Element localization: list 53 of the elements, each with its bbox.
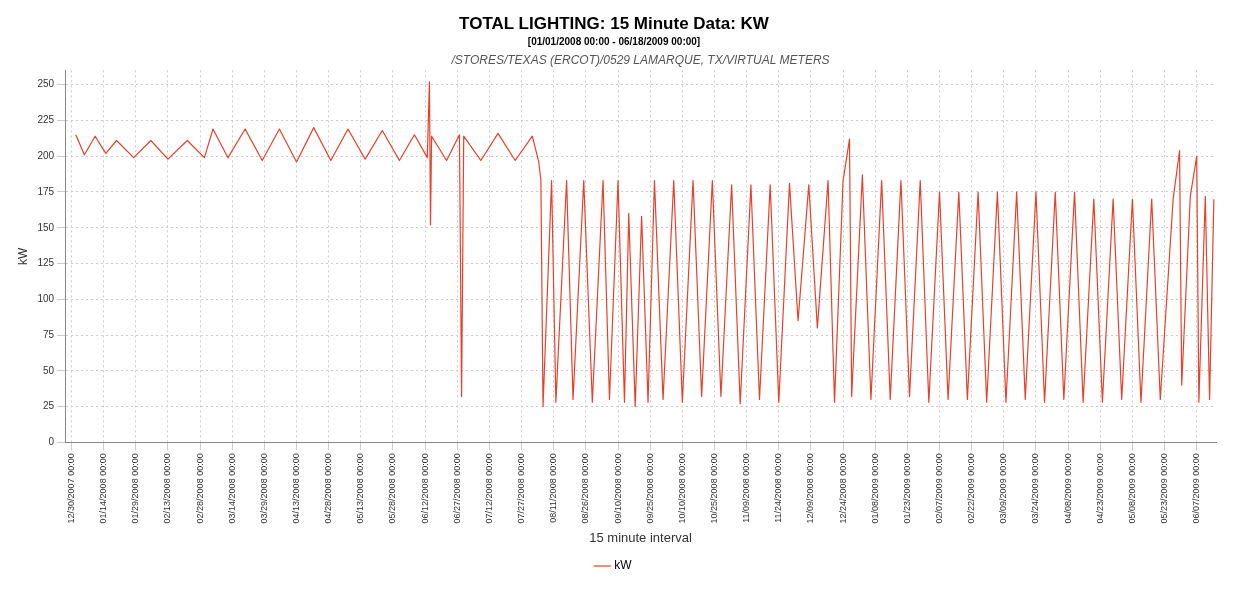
text: /STORES/TEXAS (ERCOT)/0529 LAMARQUE, TX/VIRTUAL METERS: [450, 52, 830, 67]
y-tick-label: 50: [42, 364, 55, 376]
y-tick-label: 0: [48, 436, 55, 448]
y-tick-label: 250: [37, 78, 55, 90]
x-tick-label: 07/27/2008 00:00: [516, 453, 527, 524]
x-tick-label: 05/13/2008 00:00: [355, 453, 366, 524]
x-tick-label: 04/23/2009 00:00: [1094, 453, 1105, 524]
x-tick-label: 06/12/2008 00:00: [419, 453, 430, 524]
x-tick-label: 12/24/2008 00:00: [837, 453, 848, 524]
x-tick-label: 01/14/2008 00:00: [98, 453, 109, 524]
x-tick-label: 06/27/2008 00:00: [451, 453, 462, 524]
x-tick-label: 12/09/2008 00:00: [805, 453, 816, 524]
x-tick-label: 09/25/2008 00:00: [644, 453, 655, 524]
y-tick-label: 225: [37, 114, 55, 126]
x-tick-label: 11/09/2008 00:00: [741, 453, 752, 523]
y-tick-label: 125: [37, 257, 55, 269]
x-tick-label: 11/24/2008 00:00: [773, 453, 784, 523]
y-tick-label: 150: [37, 221, 55, 233]
x-tick-label: 08/11/2008 00:00: [548, 453, 559, 523]
x-tick-label: 02/28/2008 00:00: [194, 453, 205, 524]
x-tick-label: 04/08/2009 00:00: [1062, 453, 1073, 524]
x-tick-label: 02/13/2008 00:00: [162, 453, 173, 524]
x-tick-label: 05/08/2009 00:00: [1126, 453, 1137, 524]
chart-title: TOTAL LIGHTING: 15 Minute Data: KW: [459, 13, 770, 33]
x-tick-label: 01/08/2009 00:00: [869, 453, 880, 524]
x-tick-label: 03/29/2008 00:00: [258, 453, 269, 524]
x-tick-label: 07/12/2008 00:00: [483, 453, 494, 524]
x-tick-label: 05/28/2008 00:00: [387, 453, 398, 524]
x-tick-label: 08/26/2008 00:00: [580, 453, 591, 524]
x-tick-label: 05/23/2009 00:00: [1159, 453, 1170, 524]
y-tick-label: 100: [37, 293, 55, 305]
x-tick-label: 01/23/2009 00:00: [901, 453, 912, 524]
x-tick-label: 02/22/2009 00:00: [966, 453, 977, 524]
x-tick-label: 04/28/2008 00:00: [323, 453, 334, 524]
y-axis-title: kW: [15, 247, 30, 266]
x-tick-label: 06/07/2009 00:00: [1191, 453, 1202, 524]
y-tick-label: 200: [37, 149, 55, 161]
x-tick-label: 02/07/2009 00:00: [934, 453, 945, 524]
y-tick-label: 175: [37, 185, 55, 197]
x-tick-label: 03/09/2009 00:00: [998, 453, 1009, 524]
x-tick-label: 10/25/2008 00:00: [708, 453, 719, 524]
x-tick-label: 10/10/2008 00:00: [676, 453, 687, 524]
x-tick-label: 01/29/2008 00:00: [130, 453, 141, 524]
chart-subtitle: [01/01/2008 00:00 - 06/18/2009 00:00]: [527, 36, 701, 48]
y-tick-label: 75: [42, 328, 55, 340]
x-tick-label: 09/10/2008 00:00: [612, 453, 623, 524]
x-axis-title: 15 minute interval: [589, 529, 692, 545]
y-tick-label: 25: [42, 400, 55, 412]
x-tick-label: 03/14/2008 00:00: [226, 453, 237, 524]
x-tick-label: 03/24/2009 00:00: [1030, 453, 1041, 524]
x-tick-label: 12/30/2007 00:00: [66, 453, 76, 524]
legend-label: kW: [614, 558, 633, 573]
x-tick-label: 04/13/2008 00:00: [291, 453, 302, 524]
